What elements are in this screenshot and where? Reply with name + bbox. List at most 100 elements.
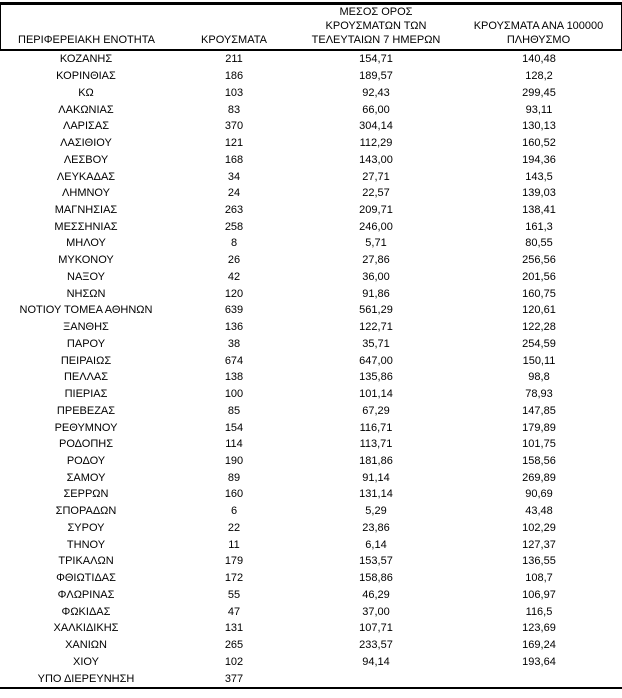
cell-per-100k: 101,75 [522,438,556,451]
cell-avg-7day: 27,71 [362,170,390,183]
table-row: ΛΑΡΙΣΑΣ 370 304,14 130,13 [0,118,622,135]
cell-regional-unit: ΣΑΜΟΥ [66,471,106,484]
cell-cases: 6 [230,505,238,518]
cell-cases: 47 [227,605,241,618]
cell-regional-unit: ΠΕΙΡΑΙΩΣ [60,354,112,367]
cell-regional-unit: ΣΥΡΟΥ [67,521,105,534]
cell-cases: 136 [224,321,244,334]
cell-avg-7day: 5,71 [365,237,387,250]
table-row: ΝΟΤΙΟΥ ΤΟΜΕΑ ΑΘΗΝΩΝ 639 561,29 120,61 [0,302,622,319]
table-row: ΜΗΛΟΥ 8 5,71 80,55 [0,235,622,252]
cell-per-100k: 193,64 [522,655,556,668]
cell-per-100k: 98,8 [528,371,550,384]
header-regional-unit: ΠΕΡΙΦΕΡΕΙΑΚΗ ΕΝΟΤΗΤΑ [18,34,155,46]
table-row: ΛΕΥΚΑΔΑΣ 34 27,71 143,5 [0,168,622,185]
table-row: ΛΑΚΩΝΙΑΣ 83 66,00 93,11 [0,101,622,118]
cell-regional-unit: ΝΑΞΟΥ [67,270,105,283]
cell-regional-unit: ΡΕΘΥΜΝΟΥ [54,421,118,434]
cell-cases: 11 [228,538,240,551]
cell-per-100k: 147,85 [522,404,556,417]
cell-avg-7day: 27,86 [362,254,390,267]
cell-regional-unit: ΤΗΝΟΥ [66,538,106,551]
table-row: ΦΩΚΙΔΑΣ 47 37,00 116,5 [0,603,622,620]
table-body: ΚΟΖΑΝΗΣ 211 154,71 140,48 ΚΟΡΙΝΘΙΑΣ 186 189,57… [0,51,622,689]
table-row: ΧΙΟΥ 102 94,14 193,64 [0,653,622,670]
table-row: ΠΕΙΡΑΙΩΣ 674 647,00 150,11 [0,352,622,369]
cell-regional-unit: ΣΠΟΡΑΔΩΝ [55,505,117,518]
table-row: ΤΗΝΟΥ 11 6,14 127,37 [0,536,622,553]
cell-avg-7day: 37,00 [362,605,390,618]
cell-per-100k: 78,93 [525,388,553,401]
cell-avg-7day: 209,71 [359,203,393,216]
table-row: ΥΠΟ ΔΙΕΡΕΥΝΗΣΗ 377 [0,670,622,687]
cell-regional-unit: ΚΟΡΙΝΘΙΑΣ [56,70,116,83]
cell-avg-7day: 189,57 [359,70,393,83]
cell-avg-7day: 66,00 [362,103,390,116]
cell-avg-7day: 36,00 [362,270,390,283]
cell-regional-unit: ΞΑΝΘΗΣ [63,321,109,334]
cell-cases: 114 [225,438,243,451]
cell-per-100k: 127,37 [522,538,556,551]
cell-avg-7day: 113,71 [359,438,393,451]
header-per-100k: ΚΡΟΥΣΜΑΤΑ ΑΝΑ 100000 ΠΛΗΘΥΣΜΟ [473,20,604,46]
cell-avg-7day: 91,14 [362,471,390,484]
cell-avg-7day: 158,86 [359,572,393,585]
cell-regional-unit: ΝΟΤΙΟΥ ΤΟΜΕΑ ΑΘΗΝΩΝ [19,304,153,317]
cell-regional-unit: ΚΩ [78,86,94,99]
cell-cases: 263 [224,203,244,216]
cell-cases: 89 [227,471,241,484]
cell-per-100k: 90,69 [525,488,553,501]
cell-avg-7day: 112,29 [359,137,393,150]
cell-cases: 100 [224,388,244,401]
table-row: ΣΑΜΟΥ 89 91,14 269,89 [0,469,622,486]
table-row: ΦΘΙΩΤΙΔΑΣ 172 158,86 108,7 [0,570,622,587]
table-row: ΜΕΣΣΗΝΙΑΣ 258 246,00 161,3 [0,218,622,235]
cell-per-100k: 160,75 [522,287,556,300]
cell-regional-unit: ΚΟΖΑΝΗΣ [59,53,113,66]
cell-per-100k: 106,97 [522,588,556,601]
cell-regional-unit: ΣΕΡΡΩΝ [63,488,109,501]
table-row: ΚΟΖΑΝΗΣ 211 154,71 140,48 [0,51,622,68]
cell-avg-7day: 143,00 [359,153,393,166]
cell-regional-unit: ΛΕΥΚΑΔΑΣ [56,170,116,183]
cell-cases: 138 [224,371,244,384]
cell-cases: 377 [224,672,244,685]
cell-regional-unit: ΧΙΟΥ [73,655,99,668]
cell-per-100k: 138,41 [522,203,556,216]
cell-per-100k: 158,56 [522,454,556,467]
cell-cases: 121 [224,137,244,150]
cell-avg-7day: 92,43 [362,86,390,99]
cell-per-100k: 102,29 [522,521,556,534]
cell-cases: 172 [224,572,244,585]
cell-regional-unit: ΛΑΚΩΝΙΑΣ [58,103,114,116]
cell-cases: 131 [224,622,244,635]
table-row: ΚΟΡΙΝΘΙΑΣ 186 189,57 128,2 [0,68,622,85]
cell-avg-7day: 154,71 [359,53,393,66]
cell-cases: 24 [227,187,241,200]
cell-regional-unit: ΛΕΣΒΟΥ [63,153,109,166]
cell-per-100k: 108,7 [525,572,553,585]
cell-cases: 211 [225,53,243,66]
cell-avg-7day: 122,71 [359,321,393,334]
cell-avg-7day: 6,14 [365,538,387,551]
cell-cases: 120 [224,287,244,300]
cell-regional-unit: ΧΑΝΙΩΝ [65,639,107,652]
cell-avg-7day: 135,86 [359,371,393,384]
cell-cases: 370 [224,120,244,133]
cell-per-100k: 269,89 [522,471,556,484]
cell-per-100k: 140,48 [522,53,556,66]
cell-per-100k: 128,2 [525,70,553,83]
table-row: ΦΛΩΡΙΝΑΣ 55 46,29 106,97 [0,587,622,604]
cell-cases: 179 [224,555,244,568]
cell-avg-7day: 35,71 [362,337,390,350]
cell-per-100k: 139,03 [522,187,556,200]
cell-cases: 34 [227,170,241,183]
cell-per-100k: 161,3 [525,220,553,233]
cell-cases: 190 [224,454,244,467]
cell-cases: 160 [224,488,244,501]
cell-regional-unit: ΜΥΚΟΝΟΥ [58,254,114,267]
cell-cases: 258 [224,220,244,233]
cell-avg-7day: 94,14 [362,655,390,668]
